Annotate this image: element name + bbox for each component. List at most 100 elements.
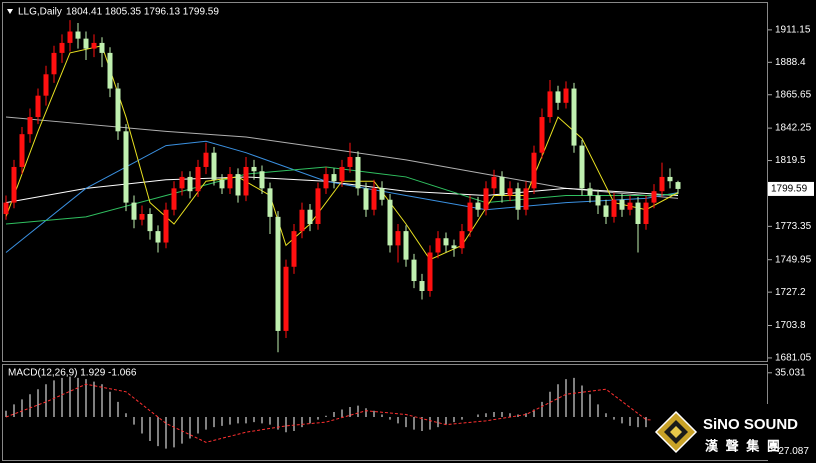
candle-body	[419, 281, 425, 291]
candle-body	[395, 231, 401, 246]
candle-body	[59, 42, 65, 53]
candle-body	[467, 202, 473, 232]
candle-body	[603, 205, 609, 217]
candle-body	[155, 231, 161, 243]
logo-name: SiNO SOUND	[703, 416, 798, 433]
candle-body	[587, 188, 593, 196]
candle-body	[643, 202, 649, 224]
candle-body	[491, 176, 497, 189]
candle-body	[187, 176, 193, 192]
candle-body	[99, 42, 105, 53]
y-tick-label: 1749.95	[775, 254, 812, 265]
current-price-box	[768, 181, 814, 196]
candle-body	[635, 202, 641, 224]
candle-body	[19, 134, 25, 167]
candle-body	[43, 74, 49, 96]
y-tick-label: 1703.8	[775, 320, 806, 331]
candle-body	[547, 91, 553, 118]
moving-average	[5, 116, 679, 199]
candle-body	[555, 91, 561, 103]
candle-body	[619, 199, 625, 210]
candle-body	[115, 88, 121, 132]
main-frame	[2, 2, 768, 362]
candle-body	[107, 52, 113, 89]
candle-body	[131, 202, 137, 220]
candle-body	[219, 179, 225, 189]
y-tick-label: 1819.5	[775, 155, 806, 166]
candle-body	[331, 174, 337, 182]
candle-body	[243, 166, 249, 196]
y-tick-label: 1773.35	[775, 221, 812, 232]
candle-body	[323, 174, 329, 189]
candle-body	[299, 209, 305, 232]
candle-body	[83, 38, 89, 49]
candle-body	[147, 214, 153, 232]
candle-body	[531, 152, 537, 189]
candle-body	[75, 31, 81, 39]
logo-chinese: 漢 聲 集 團	[705, 438, 782, 453]
current-price: 1799.59	[771, 184, 808, 195]
candle-body	[283, 266, 289, 331]
candle-body	[611, 199, 617, 217]
candle-body	[203, 152, 209, 167]
candle-body	[675, 182, 681, 189]
menu-triangle	[7, 9, 13, 14]
candle-body	[267, 188, 273, 217]
candle-body	[411, 259, 417, 282]
candle-body	[539, 117, 545, 153]
candle-body	[123, 131, 129, 203]
candle-body	[171, 188, 177, 210]
candle-body	[627, 202, 633, 210]
candle-body	[67, 31, 73, 43]
chart-title: LLG,Daily	[18, 7, 62, 18]
indicator-tick-label: 35.031	[775, 367, 806, 378]
candle-body	[291, 231, 297, 267]
candle-body	[651, 191, 657, 203]
candle-body	[347, 156, 353, 167]
candle-body	[515, 188, 521, 210]
candle-body	[667, 176, 673, 182]
candle-body	[11, 166, 17, 203]
candle-body	[3, 202, 9, 215]
candle-body	[563, 88, 569, 103]
candle-body	[435, 238, 441, 253]
candle-body	[475, 202, 481, 210]
candle-body	[139, 214, 145, 220]
candle-body	[251, 166, 257, 172]
candle-body	[363, 188, 369, 210]
candle-body	[35, 95, 41, 118]
signal-line	[5, 383, 679, 443]
candle-body	[51, 52, 57, 75]
indicator-tick-label: -27.087	[775, 446, 809, 457]
candle-body	[507, 188, 513, 196]
candle-body	[27, 117, 33, 135]
candle-body	[235, 174, 241, 196]
candle-body	[379, 188, 385, 200]
y-tick-label: 1888.4	[775, 57, 806, 68]
candle-body	[227, 174, 233, 189]
candle-body	[179, 176, 185, 189]
candle-body	[403, 231, 409, 260]
candle-body	[459, 231, 465, 249]
candle-body	[571, 88, 577, 146]
moving-average	[5, 45, 679, 261]
y-tick-label: 1842.25	[775, 123, 812, 134]
ohlc-label: 1804.41 1805.35 1796.13 1799.59	[66, 7, 219, 18]
candle-body	[499, 176, 505, 196]
candle-body	[579, 145, 585, 189]
indicator-label: MACD(12,26,9) 1.929 -1.066	[8, 368, 137, 379]
y-tick-label: 1727.2	[775, 287, 806, 298]
candle-body	[91, 42, 97, 49]
candle-body	[315, 188, 321, 224]
candle-body	[387, 199, 393, 246]
logo-core	[670, 426, 682, 438]
candle-body	[195, 166, 201, 192]
candle-body	[275, 216, 281, 331]
candle-body	[163, 209, 169, 243]
candle-body	[659, 176, 665, 192]
candle-body	[307, 209, 313, 224]
candle-body	[427, 252, 433, 291]
logo: SiNO SOUND 漢 聲 集 團	[652, 404, 798, 460]
candle-body	[371, 188, 377, 210]
